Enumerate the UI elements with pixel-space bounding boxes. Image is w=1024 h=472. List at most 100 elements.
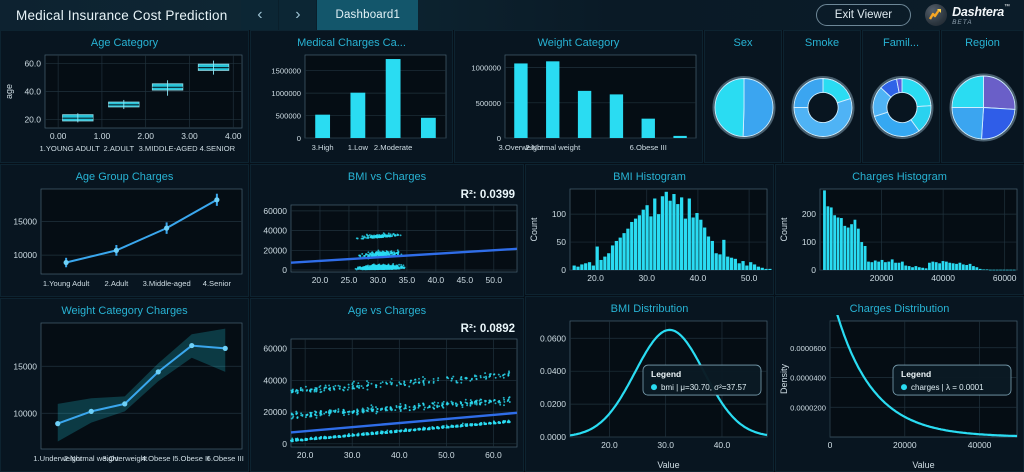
histogram-bar[interactable] — [726, 256, 730, 270]
histogram-bar[interactable] — [968, 263, 972, 270]
pie-slice[interactable] — [983, 75, 1016, 110]
histogram-bar[interactable] — [995, 269, 999, 271]
histogram-bar[interactable] — [853, 219, 857, 270]
histogram-bar[interactable] — [958, 262, 962, 270]
chart-bmi-distribution[interactable]: 0.0000 0.0200 0.0400 0.0600 20.0 30.0 40.0 Valu… — [526, 315, 774, 471]
histogram-bar[interactable] — [867, 261, 870, 270]
chart-family-donut[interactable] — [863, 49, 940, 162]
histogram-bar[interactable] — [645, 205, 649, 270]
data-point[interactable] — [55, 421, 61, 427]
data-point[interactable] — [189, 342, 195, 349]
histogram-bar[interactable] — [668, 200, 672, 270]
data-point[interactable] — [164, 225, 170, 231]
bar[interactable] — [514, 63, 528, 139]
histogram-bar[interactable] — [599, 259, 603, 270]
histogram-bar[interactable] — [752, 264, 757, 270]
histogram-bar[interactable] — [941, 261, 945, 270]
histogram-bar[interactable] — [649, 216, 653, 270]
pie-slice[interactable] — [951, 75, 984, 108]
histogram-bar[interactable] — [836, 217, 840, 270]
histogram-bar[interactable] — [833, 215, 837, 270]
histogram-bar[interactable] — [760, 267, 764, 270]
histogram-bar[interactable] — [699, 219, 703, 270]
histogram-bar[interactable] — [1005, 269, 1009, 271]
histogram-bar[interactable] — [641, 209, 645, 270]
panel-age-category[interactable]: Age Category 20.0 40.0 60.0 age 0.00 1.00 2.00 3… — [0, 30, 249, 163]
histogram-bar[interactable] — [610, 245, 615, 270]
histogram-bar[interactable] — [965, 264, 969, 270]
histogram-bar[interactable] — [829, 207, 833, 270]
chart-bmi-vs-charges[interactable]: 0 20000 40000 60000 20.0 25.0 30.0 35.0 40.0 45.0… — [251, 183, 524, 296]
histogram-bar[interactable] — [637, 215, 642, 270]
histogram-bar[interactable] — [856, 228, 860, 270]
histogram-bar[interactable] — [904, 265, 908, 270]
histogram-bar[interactable] — [687, 198, 691, 270]
box-plot-box[interactable] — [197, 60, 230, 75]
histogram-bar[interactable] — [764, 268, 768, 270]
histogram-bar[interactable] — [680, 197, 684, 270]
histogram-bar[interactable] — [580, 264, 584, 270]
scatter-points[interactable] — [290, 370, 511, 443]
panel-charges-histogram[interactable]: Charges Histogram 0 100 200 Count 20000 40000 6… — [775, 164, 1024, 295]
histogram-bar[interactable] — [676, 204, 680, 270]
histogram-bar[interactable] — [729, 257, 734, 270]
pie-slice[interactable] — [896, 78, 903, 94]
bar[interactable] — [420, 117, 436, 138]
panel-region-pie[interactable]: Region — [941, 30, 1024, 163]
chart-bmi-histogram[interactable]: 0 50 100 Count 20.0 30.0 40.0 50.0 — [526, 183, 774, 294]
data-point[interactable] — [113, 247, 119, 253]
histogram-bar[interactable] — [951, 263, 955, 270]
bar[interactable] — [641, 118, 655, 138]
panel-smoke-donut[interactable]: Smoke — [783, 30, 861, 163]
histogram-bar[interactable] — [656, 214, 661, 270]
chart-smoke-donut[interactable] — [784, 49, 861, 162]
histogram-bar[interactable] — [931, 261, 935, 270]
histogram-bar[interactable] — [978, 268, 982, 270]
histogram-bar[interactable] — [1012, 269, 1016, 271]
histogram-bar[interactable] — [911, 267, 914, 270]
box-plot-box[interactable] — [62, 113, 94, 123]
chart-medical-charges-category[interactable]: 0 500000 1000000 1500000 3.High 1.Low 2.Modera… — [251, 49, 453, 162]
pie-slice[interactable] — [951, 107, 984, 140]
histogram-bar[interactable] — [660, 196, 665, 270]
data-point[interactable] — [155, 369, 161, 375]
histogram-bar[interactable] — [921, 267, 925, 270]
chart-legend[interactable]: Legend charges | λ = 0.0001 — [892, 364, 1012, 396]
histogram-bar[interactable] — [955, 263, 958, 270]
histogram-bar[interactable] — [741, 261, 745, 270]
histogram-bar[interactable] — [683, 218, 688, 270]
chart-sex-pie[interactable] — [705, 49, 782, 162]
histogram-bar[interactable] — [944, 261, 948, 270]
bar[interactable] — [577, 90, 592, 138]
pie-slice[interactable] — [793, 78, 824, 108]
chart-charges-distribution[interactable]: 0.0000200 0.0000400 0.0000600 Density 0 20000… — [776, 315, 1024, 471]
data-point[interactable] — [122, 401, 128, 407]
histogram-bar[interactable] — [737, 263, 741, 270]
data-point[interactable] — [63, 259, 69, 266]
bar[interactable] — [609, 94, 624, 138]
histogram-bar[interactable] — [618, 237, 622, 270]
exit-viewer-button[interactable]: Exit Viewer — [815, 4, 912, 26]
scatter-points[interactable] — [354, 232, 406, 271]
histogram-bar[interactable] — [873, 260, 877, 270]
histogram-bar[interactable] — [572, 265, 576, 270]
panel-bmi-vs-charges[interactable]: BMI vs Charges 0 20000 40000 60000 20.0 25.0 30… — [250, 164, 524, 297]
histogram-bar[interactable] — [992, 269, 996, 271]
histogram-bar[interactable] — [948, 262, 952, 270]
data-point[interactable] — [222, 345, 228, 351]
histogram-bar[interactable] — [749, 262, 753, 270]
histogram-bar[interactable] — [710, 240, 714, 270]
histogram-bar[interactable] — [897, 262, 901, 270]
histogram-bar[interactable] — [584, 263, 588, 270]
bar[interactable] — [385, 59, 401, 138]
histogram-bar[interactable] — [768, 268, 772, 270]
histogram-bar[interactable] — [887, 261, 891, 270]
histogram-bar[interactable] — [603, 256, 607, 270]
histogram-bar[interactable] — [826, 206, 830, 270]
histogram-bar[interactable] — [934, 262, 938, 270]
histogram-bar[interactable] — [1009, 269, 1013, 271]
panel-weight-category[interactable]: Weight Category 0 500000 1000000 3.Overweigh… — [454, 30, 703, 163]
histogram-bar[interactable] — [928, 262, 931, 270]
chevron-left-icon[interactable]: ‹ — [241, 0, 280, 30]
